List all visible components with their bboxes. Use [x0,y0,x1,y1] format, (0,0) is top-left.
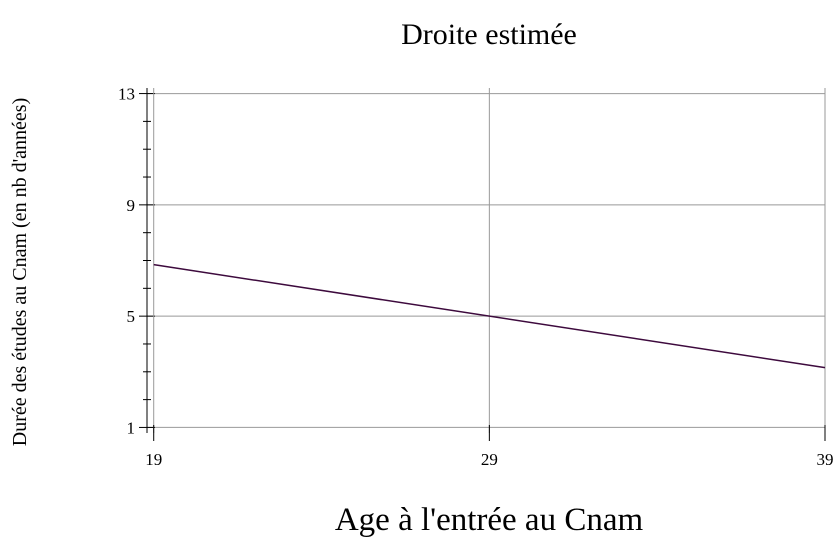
y-tick-label: 9 [127,196,136,215]
chart-title: Droite estimée [401,18,577,51]
x-tick-label: 19 [145,450,162,469]
y-tick-label: 13 [118,85,135,104]
x-tick-label: 39 [817,450,833,469]
line [153,263,826,369]
x-axis-label: Age à l'entrée au Cnam [335,502,644,538]
y-tick-label: 5 [127,307,136,326]
x-tick-label: 29 [481,450,498,469]
y-tick-label: 1 [127,418,136,437]
y-axis-label: Durée des études au Cnam (en nb d'années… [9,98,31,446]
